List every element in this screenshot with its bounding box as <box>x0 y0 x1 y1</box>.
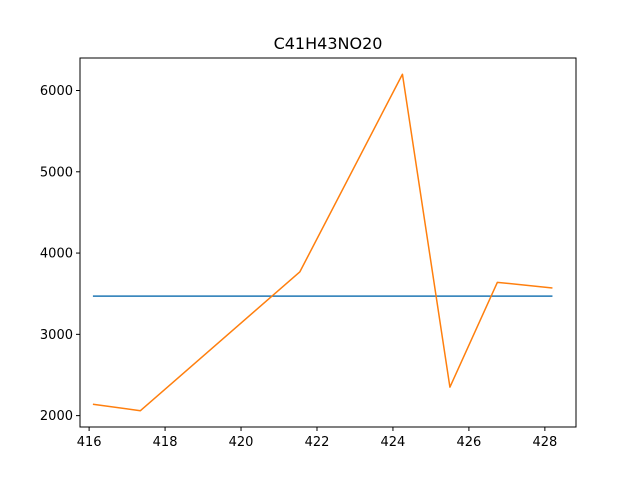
series-line-2 <box>92 73 553 412</box>
x-tick-label: 420 <box>229 435 254 450</box>
y-tick-label: 3000 <box>40 328 73 343</box>
x-tick-label: 424 <box>381 435 406 450</box>
y-tick-label: 6000 <box>40 84 73 99</box>
x-tick-label: 428 <box>532 435 557 450</box>
y-tick-label: 5000 <box>40 165 73 180</box>
x-axis: 416 418 420 422 424 426 428 <box>77 427 557 450</box>
x-tick-label: 426 <box>456 435 481 450</box>
y-axis: 2000 3000 4000 5000 6000 <box>40 84 80 424</box>
x-tick-label: 416 <box>77 435 102 450</box>
y-tick-label: 4000 <box>40 247 73 262</box>
x-tick-label: 418 <box>153 435 178 450</box>
x-tick-label: 422 <box>305 435 330 450</box>
plot-frame <box>79 57 577 428</box>
series-layer <box>92 73 553 412</box>
y-tick-label: 2000 <box>40 409 73 424</box>
chart-title: C41H43NO20 <box>274 34 383 53</box>
